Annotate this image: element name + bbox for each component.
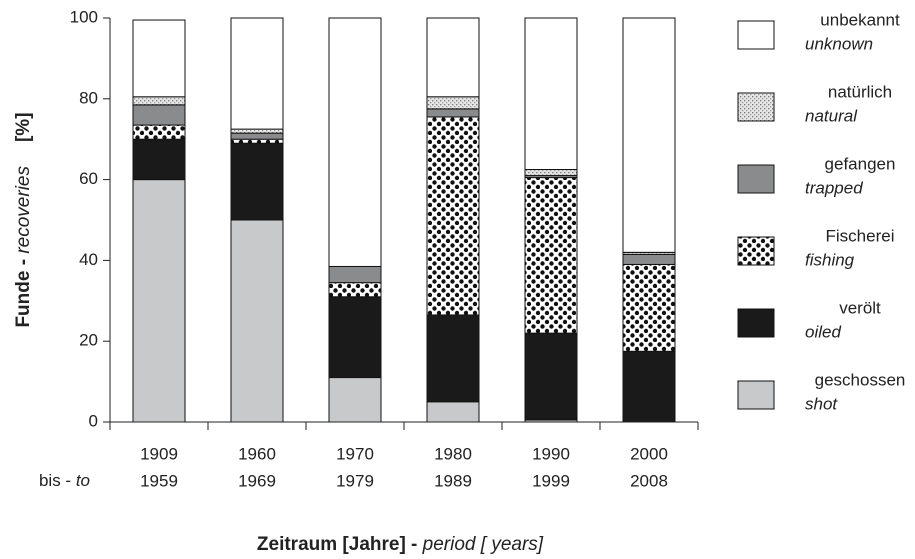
x-tick-label: 1970 [336,444,374,463]
x-label-de: Zeitraum [Jahre] - [257,534,423,555]
y-tick-label: 40 [79,250,98,269]
y-tick-label: 20 [79,331,98,350]
x-tick-label: 1980 [434,444,472,463]
bar-segment [622,253,676,265]
bar-segment [328,296,382,379]
row-label: bis - to [39,471,90,490]
bar-segment [426,108,480,118]
bar-segment [132,19,186,98]
bar-segment [622,17,676,253]
bar-segment [230,132,284,140]
bar-segment [426,401,480,423]
bar-segment [524,177,578,334]
bar-segment [622,350,676,423]
y-label-de: Funde - [13,254,34,328]
legend-swatch [737,92,775,122]
x-tick-label: 1909 [140,444,178,463]
legend-swatch [737,308,775,338]
bar-segment [132,96,186,106]
legend-label-en: trapped [805,178,863,197]
bar-segment [328,377,382,423]
legend-label: geschossen [815,370,906,389]
y-label-en: recoveries [13,166,34,254]
bar-segment [622,263,676,352]
legend-label: unbekannt [820,10,900,29]
legend-label-en: natural [805,106,858,125]
y-label-unit: [%] [13,112,34,142]
bar-segment [230,138,284,144]
legend-swatch [737,20,775,50]
bar-segment [230,128,284,134]
bar-segment [328,282,382,298]
x-tick-label: 1999 [532,471,570,490]
x-tick-label: 1969 [238,471,276,490]
y-tick-label: 60 [79,169,98,188]
bar-segment [328,17,382,267]
row-label-en: to [76,471,90,490]
legend-label: Fischerei [826,226,895,245]
bar-segment [230,17,284,130]
legend-label-en: shot [805,394,838,413]
bar-segment [328,265,382,284]
x-tick-label: 1959 [140,471,178,490]
legend-label: natürlich [828,82,892,101]
bar-segment [230,142,284,221]
bar-segment [524,169,578,177]
legend-label-en: oiled [805,322,841,341]
bar-segment [132,104,186,126]
y-tick-label: 100 [70,7,98,26]
bar-segment [426,96,480,110]
x-label-en: period [ years] [422,534,544,555]
bar-segment [132,179,186,423]
x-tick-label: 1989 [434,471,472,490]
x-axis-label: Zeitraum [Jahre] - period [ years] [257,534,544,555]
bar-segment [426,17,480,98]
legend-label: verölt [839,298,881,317]
x-tick-label: 1990 [532,444,570,463]
bar-segment [524,332,578,421]
y-tick-label: 0 [89,411,98,430]
legend-swatch [737,236,775,266]
bar-segment [426,314,480,403]
bar-segment [524,17,578,170]
x-tick-label: 1960 [238,444,276,463]
row-label-de: bis - [39,471,76,490]
bar-segment [230,219,284,423]
x-tick-label: 2008 [630,471,668,490]
y-axis-label: Funde - recoveries [%] [13,112,34,327]
y-tick-label: 80 [79,88,98,107]
legend-label-en: fishing [805,250,855,269]
x-tick-label: 1979 [336,471,374,490]
legend-label-en: unknown [805,34,873,53]
legend-label: gefangen [825,154,896,173]
bar-segment [132,124,186,140]
bar-segment [132,138,186,181]
bar-segment [426,116,480,316]
legend-swatch [737,164,775,194]
legend-swatch [737,380,775,410]
x-tick-label: 2000 [630,444,668,463]
